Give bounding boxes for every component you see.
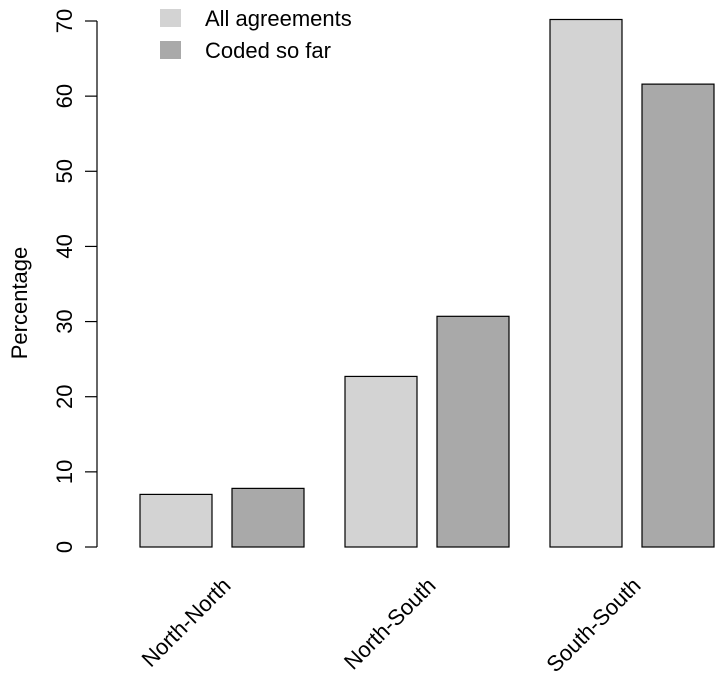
y-tick-label: 50 bbox=[52, 159, 77, 183]
y-axis-title: Percentage bbox=[7, 247, 32, 360]
legend-swatch bbox=[160, 9, 181, 27]
y-tick-label: 70 bbox=[52, 9, 77, 33]
x-tick-label: South-South bbox=[541, 573, 645, 677]
bar bbox=[231, 487, 305, 548]
bar bbox=[344, 375, 418, 548]
legend-label: Coded so far bbox=[205, 38, 331, 63]
y-tick-label: 0 bbox=[52, 541, 77, 553]
y-tick-label: 20 bbox=[52, 384, 77, 408]
y-axis: 0 10 20 30 40 50 60 70 bbox=[52, 9, 98, 553]
legend: All agreements Coded so far bbox=[160, 6, 352, 63]
y-tick-label: 60 bbox=[52, 84, 77, 108]
bar bbox=[139, 493, 213, 548]
legend-swatch bbox=[160, 41, 181, 59]
y-tick-label: 40 bbox=[52, 234, 77, 258]
x-tick-label: North-North bbox=[137, 573, 236, 672]
bars bbox=[139, 18, 715, 548]
bar bbox=[641, 83, 715, 548]
bar bbox=[549, 18, 623, 548]
legend-label: All agreements bbox=[205, 6, 352, 31]
y-tick-label: 30 bbox=[52, 309, 77, 333]
x-axis-labels: North-North North-South South-South bbox=[137, 573, 646, 677]
bar bbox=[436, 315, 510, 548]
x-tick-label: North-South bbox=[339, 573, 441, 675]
y-tick-label: 10 bbox=[52, 460, 77, 484]
